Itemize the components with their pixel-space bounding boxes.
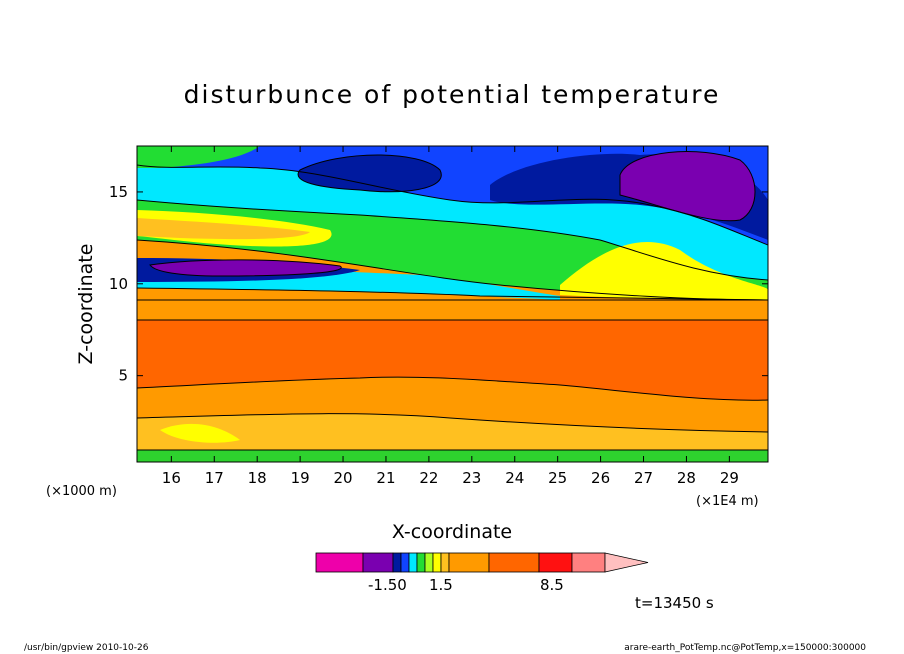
- colorbar-segment: [571, 552, 606, 573]
- y-tick-label: 10: [109, 275, 128, 293]
- colorbar-segment: [538, 552, 573, 573]
- colorbar-segment: [362, 552, 394, 573]
- x-tick-label: 20: [333, 469, 352, 487]
- colorbar-segment: [400, 552, 410, 573]
- x-tick-label: 16: [162, 469, 181, 487]
- y-axis-title: Z-coordinate: [75, 244, 97, 365]
- gold-band: [137, 218, 310, 240]
- colorbar-segment: [392, 552, 402, 573]
- x-tick-label: 25: [548, 469, 567, 487]
- yellow-right: [560, 242, 768, 300]
- x-tick-label: 27: [634, 469, 653, 487]
- x-tick-label: 21: [376, 469, 395, 487]
- y-axis: 5 10 15: [109, 183, 768, 385]
- x-tick-label: 26: [591, 469, 610, 487]
- chart-title: disturbunce of potential temperature: [184, 80, 721, 109]
- x-axis: 16 17 18 19 20 21 22 23 24 25 26 27 28 29: [162, 146, 739, 487]
- orange-layer: [137, 300, 768, 320]
- time-annotation: t=13450 s: [635, 594, 714, 612]
- x-tick-label: 18: [248, 469, 267, 487]
- y-tick-label: 15: [109, 183, 128, 201]
- colorbar-arrow: [604, 552, 649, 573]
- green-surface: [137, 450, 768, 462]
- colorbar-label-1: -1.50: [368, 576, 407, 594]
- colorbar-label-2: 1.5: [429, 576, 453, 594]
- purple-strip: [150, 259, 342, 276]
- green-top-patch: [137, 146, 260, 168]
- colorbar-segment: [440, 552, 450, 573]
- x-unit-right: (×1E4 m): [696, 494, 759, 509]
- plot-frame: [136, 145, 769, 463]
- x-unit-left: (×1000 m): [46, 484, 117, 499]
- colorbar-segment: [424, 552, 434, 573]
- x-tick-label: 17: [205, 469, 224, 487]
- footer-left: /usr/bin/gpview 2010-10-26: [24, 643, 149, 653]
- x-tick-label: 24: [505, 469, 524, 487]
- x-tick-label: 29: [720, 469, 739, 487]
- footer-right: arare-earth_PotTemp.nc@PotTemp,x=150000:…: [624, 643, 866, 653]
- colorbar-segment: [488, 552, 540, 573]
- colorbar-segment: [448, 552, 490, 573]
- darkblue-blob-1: [298, 155, 442, 192]
- x-axis-title: X-coordinate: [392, 521, 512, 543]
- plot-area: [137, 146, 768, 462]
- colorbar-segment: [416, 552, 426, 573]
- x-tick-label: 28: [677, 469, 696, 487]
- x-tick-label: 19: [291, 469, 310, 487]
- x-tick-label: 23: [462, 469, 481, 487]
- colorbar: [315, 552, 649, 573]
- colorbar-segment: [315, 552, 364, 573]
- y-tick-label: 5: [118, 367, 128, 385]
- colorbar-label-3: 8.5: [540, 576, 564, 594]
- x-tick-label: 22: [419, 469, 438, 487]
- colorbar-segment: [408, 552, 418, 573]
- purple-blob-top: [620, 151, 755, 221]
- colorbar-segment: [432, 552, 442, 573]
- yellow-patch: [160, 423, 240, 443]
